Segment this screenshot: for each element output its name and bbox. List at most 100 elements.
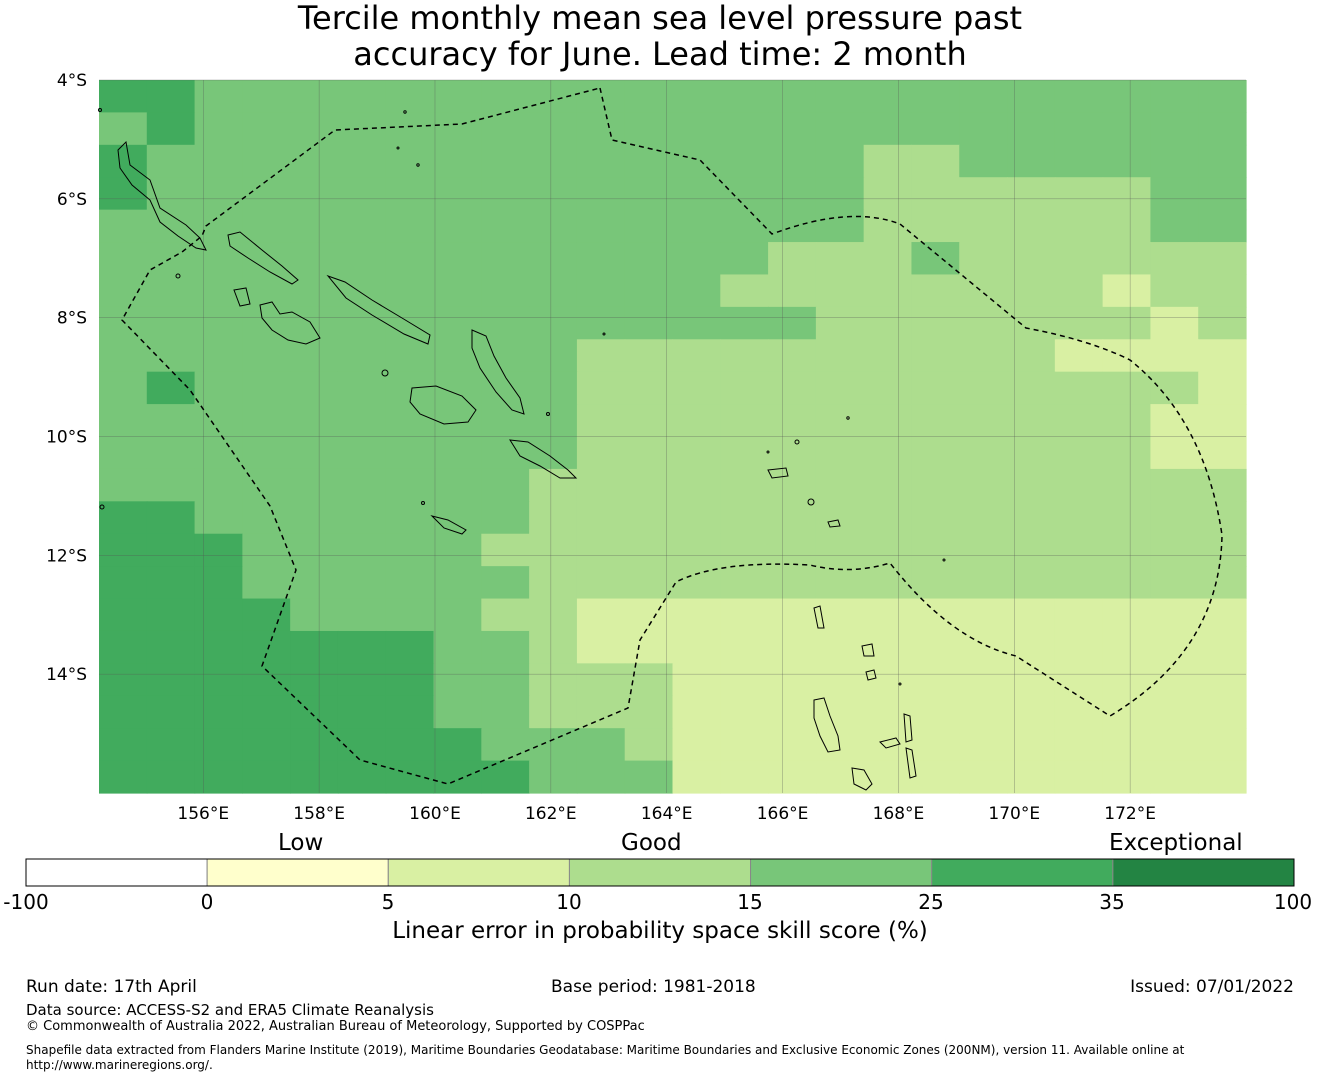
skill-cell [481, 209, 530, 243]
skill-cell [385, 468, 435, 502]
skill-cell [911, 306, 960, 340]
skill-cell [242, 468, 291, 502]
skill-cell [1102, 436, 1152, 470]
skill-cell [863, 468, 913, 502]
skill-cell [242, 404, 291, 438]
skill-cell [1102, 566, 1152, 600]
skill-cell [529, 436, 578, 470]
skill-cell [481, 663, 530, 697]
skill-cell [1007, 209, 1056, 243]
skill-cell [433, 728, 482, 762]
skill-cell [768, 760, 817, 794]
coastline-utupua [807, 498, 815, 506]
skill-cell [433, 533, 482, 567]
skill-cell [672, 209, 721, 243]
skill-cell [146, 566, 196, 600]
skill-cell [290, 339, 339, 373]
skill-cell [194, 663, 243, 697]
skill-cell [1198, 404, 1247, 438]
lon-tick-label: 168°E [873, 804, 925, 824]
skill-cell [576, 306, 626, 340]
skill-cell [194, 80, 243, 114]
colorbar-tick-7: 100 [1273, 890, 1313, 914]
skill-cell [194, 436, 243, 470]
colorbar-tick-1: 0 [200, 890, 214, 914]
skill-cell [337, 144, 387, 178]
skill-cell [624, 306, 674, 340]
skill-cell [337, 371, 387, 405]
skill-cell [1150, 242, 1199, 276]
skill-cell [433, 209, 482, 243]
skill-cell [624, 177, 674, 211]
skill-cell [146, 274, 196, 308]
skill-cell [768, 112, 817, 146]
skill-cell [720, 144, 769, 178]
skill-cell [1102, 306, 1152, 340]
colorbar-title: Linear error in probability space skill … [392, 918, 928, 944]
skill-cell [911, 728, 960, 762]
skill-cell [576, 209, 626, 243]
colorbar-box [387, 858, 570, 887]
skill-cell [815, 404, 865, 438]
skill-cell [385, 436, 435, 470]
skill-cell [624, 533, 674, 567]
skill-cell [337, 598, 387, 632]
skill-cell [529, 598, 578, 632]
skill-cell [1007, 112, 1056, 146]
skill-cell [624, 144, 674, 178]
skill-cell [911, 209, 960, 243]
skill-cell [1150, 436, 1199, 470]
skill-cell [99, 339, 148, 373]
skill-cell [433, 339, 482, 373]
skill-cell [242, 598, 291, 632]
skill-cell [911, 598, 960, 632]
skill-cell [481, 533, 530, 567]
skill-cell [1007, 371, 1056, 405]
skill-cell [290, 404, 339, 438]
skill-cell [529, 371, 578, 405]
skill-cell [959, 533, 1008, 567]
skill-cell [959, 80, 1008, 114]
coastline-maewo [903, 713, 913, 743]
skill-cell [529, 274, 578, 308]
skill-cell [290, 306, 339, 340]
skill-cell [433, 566, 482, 600]
skill-cell [863, 371, 913, 405]
skill-cell [1198, 468, 1247, 502]
skill-cell [720, 533, 769, 567]
skill-cell [1198, 144, 1247, 178]
skill-cell [194, 306, 243, 340]
skill-cell [672, 144, 721, 178]
skill-cell [385, 80, 435, 114]
skill-cell [433, 663, 482, 697]
skill-cell [337, 533, 387, 567]
skill-cell [720, 404, 769, 438]
skill-cell [146, 695, 196, 729]
skill-cell [1102, 760, 1152, 794]
skill-cell [576, 760, 626, 794]
skill-cell [576, 371, 626, 405]
skill-cell [624, 80, 674, 114]
skill-cell [576, 566, 626, 600]
skill-cell [1007, 760, 1056, 794]
skill-cell [720, 598, 769, 632]
skill-cell [1198, 598, 1247, 632]
skill-cell [863, 306, 913, 340]
lat-tick-label: 14°S [46, 665, 87, 685]
coastline-malaita [471, 329, 525, 415]
skill-cell [385, 274, 435, 308]
colorbar-box [568, 858, 752, 887]
skill-cell [1054, 177, 1104, 211]
skill-cell [385, 339, 435, 373]
skill-cell [529, 112, 578, 146]
coastline-bougainville [117, 140, 207, 251]
skill-cell [959, 339, 1008, 373]
skill-cell [481, 112, 530, 146]
skill-cell [672, 242, 721, 276]
skill-cell [911, 274, 960, 308]
skill-cell [815, 760, 865, 794]
skill-cell [624, 501, 674, 535]
skill-cell [1007, 404, 1056, 438]
skill-cell [385, 598, 435, 632]
